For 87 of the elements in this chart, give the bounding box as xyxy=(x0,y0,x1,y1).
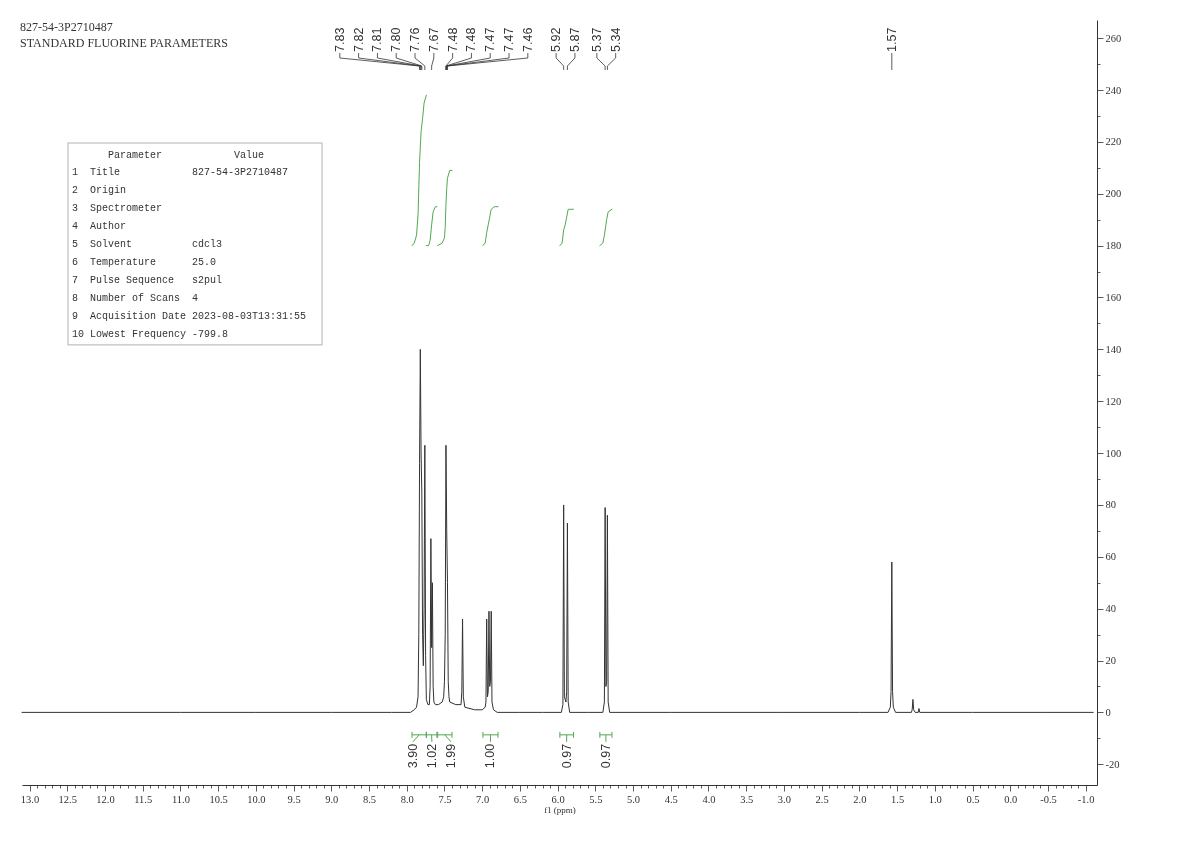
x-tick-label: 2.0 xyxy=(853,793,867,805)
x-tick-label: 8.5 xyxy=(362,793,377,805)
x-tick-label: 7.0 xyxy=(476,793,490,805)
annotation: 7.48 xyxy=(445,27,460,52)
line-series xyxy=(599,208,613,247)
y-tick-label: 200 xyxy=(1105,188,1122,200)
x-tick-label: 10.0 xyxy=(247,793,266,805)
y-tick-label: 80 xyxy=(1105,499,1116,511)
y-tick-label: -20 xyxy=(1105,758,1120,770)
x-tick-label: 5.0 xyxy=(626,793,641,805)
y-tick-label: 60 xyxy=(1105,551,1116,563)
x-tick-label: 2.5 xyxy=(815,793,829,805)
x-tick-label: 4.5 xyxy=(664,793,678,805)
line-series xyxy=(21,348,1094,713)
annotation: 0.97 xyxy=(598,743,613,769)
annotation: 7.80 xyxy=(389,27,404,52)
annotation: Parameter Value xyxy=(72,149,265,161)
y-tick-label: 160 xyxy=(1105,291,1122,303)
x-tick-label: 6.0 xyxy=(551,793,565,805)
text: STANDARD FLUORINE PARAMETERS xyxy=(20,36,228,50)
x-tick-label: 12.5 xyxy=(58,793,77,805)
y-tick-label: 140 xyxy=(1105,343,1122,355)
x-tick-label: 4.0 xyxy=(702,793,716,805)
y-tick-label: 220 xyxy=(1105,136,1122,148)
annotation: 7.47 xyxy=(483,27,498,52)
x-tick-label: 5.5 xyxy=(589,793,603,805)
annotation: 8 Number of Scans 4 xyxy=(72,292,199,304)
x-tick-label: 8.0 xyxy=(400,793,414,805)
y-tick-label: 180 xyxy=(1105,240,1122,252)
annotation: 1.57 xyxy=(884,27,899,52)
x-tick-label: 3.5 xyxy=(740,793,754,805)
x-tick-label: 13.0 xyxy=(20,793,40,805)
x-tick-label: -0.5 xyxy=(1040,793,1057,805)
annotation: 9 Acquisition Date 2023-08-03T13:31:55 xyxy=(72,310,307,322)
annotation: 7.47 xyxy=(502,27,517,52)
line-series xyxy=(559,208,574,247)
annotation: 5.92 xyxy=(549,27,564,52)
x-tick-label: 12.0 xyxy=(96,793,115,805)
annotation: 7.81 xyxy=(370,27,385,52)
annotation: 1.02 xyxy=(424,743,439,769)
x-axis-title: f1 (ppm) xyxy=(544,805,576,815)
line-series xyxy=(425,206,438,247)
y-tick-label: 100 xyxy=(1105,447,1122,459)
line-series xyxy=(437,169,453,247)
annotation: 0.97 xyxy=(559,743,574,769)
annotation: 4 Author xyxy=(72,221,127,233)
annotation: 7.82 xyxy=(351,27,366,52)
x-tick-label: 1.0 xyxy=(928,793,942,805)
annotation: 7.48 xyxy=(464,27,479,52)
annotation: 2 Origin xyxy=(72,185,127,197)
annotation: 7 Pulse Sequence s2pul xyxy=(72,274,223,286)
y-tick-label: 120 xyxy=(1105,395,1122,407)
chart-title: 827-54-3P2710487 xyxy=(20,20,113,34)
y-tick-label: 240 xyxy=(1105,84,1122,96)
y-tick-label: 20 xyxy=(1105,655,1116,667)
annotation: 7.76 xyxy=(408,27,423,52)
x-tick-label: 9.0 xyxy=(325,793,339,805)
annotation: 10 Lowest Frequency -799.8 xyxy=(72,328,229,340)
annotation: 3 Spectrometer xyxy=(72,203,163,215)
x-tick-label: 0.0 xyxy=(1004,793,1018,805)
annotation: 5.37 xyxy=(589,27,604,52)
x-tick-label: 9.5 xyxy=(287,793,301,805)
x-tick-label: 10.5 xyxy=(209,793,228,805)
annotation: 1 Title 827-54-3P2710487 xyxy=(72,167,289,179)
annotation: 5 Solvent cdcl3 xyxy=(72,239,223,250)
annotation: 7.46 xyxy=(520,27,535,52)
y-tick-label: 260 xyxy=(1105,32,1122,44)
line-series xyxy=(411,94,427,247)
x-tick-label: 7.5 xyxy=(438,793,452,805)
x-tick-label: 0.5 xyxy=(966,793,980,805)
y-tick-label: 40 xyxy=(1105,603,1116,615)
x-tick-label: 11.0 xyxy=(171,793,190,805)
annotation: 1.99 xyxy=(443,743,458,769)
x-tick-label: 11.5 xyxy=(134,793,153,805)
annotation: 7.67 xyxy=(426,27,441,52)
x-tick-label: 6.5 xyxy=(513,793,527,805)
x-tick-label: -1.0 xyxy=(1077,793,1095,805)
annotation: 3.90 xyxy=(405,743,420,769)
annotation: 7.83 xyxy=(332,27,347,52)
annotation: 5.87 xyxy=(567,27,582,52)
x-tick-label: 3.0 xyxy=(777,793,791,805)
y-tick-label: 0 xyxy=(1105,706,1111,718)
line-series xyxy=(482,206,499,247)
annotation: 1.00 xyxy=(483,743,498,769)
annotation: 6 Temperature 25.0 xyxy=(72,256,217,268)
annotation: 5.34 xyxy=(608,27,623,52)
x-tick-label: 1.5 xyxy=(891,793,905,805)
